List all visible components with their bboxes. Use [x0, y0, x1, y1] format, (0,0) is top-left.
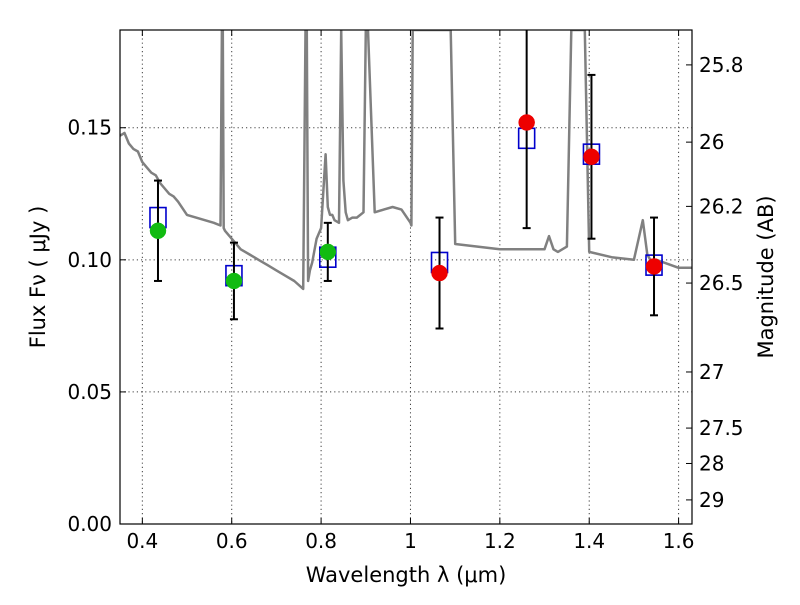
optical-flux-point — [225, 272, 243, 290]
mag-tick-label: 26 — [699, 130, 724, 154]
plot-area — [120, 30, 692, 330]
x-tick-label: 0.4 — [126, 529, 158, 553]
mag-tick-label: 26.5 — [699, 271, 744, 295]
nir-flux-point — [518, 114, 535, 131]
mag-tick-label: 27.5 — [699, 416, 744, 440]
optical-flux-point — [149, 222, 167, 240]
mag-tick-label: 28 — [699, 451, 724, 475]
grid — [120, 30, 692, 524]
y-tick-label: 0.00 — [67, 512, 112, 536]
y-tick-label: 0.05 — [67, 380, 112, 404]
x-tick-label: 1.4 — [573, 529, 605, 553]
axes: 0.4 0.6 0.8 1 1.2 1.4 1.6 0.00 0.05 0.10 0.15 25.8 2… — [67, 30, 744, 553]
x-tick-label: 0.6 — [216, 529, 248, 553]
y-tick-label: 0.10 — [67, 248, 112, 272]
mag-tick-label: 25.8 — [699, 53, 744, 77]
y-axis-title: Flux Fν ( μJy ) — [26, 206, 50, 349]
x-tick-label: 1.6 — [663, 529, 695, 553]
plot-frame — [119, 29, 693, 525]
mag-tick-label: 27 — [699, 360, 724, 384]
mag-tick-label: 29 — [699, 488, 724, 512]
x-axis-title: Wavelength λ (μm) — [306, 563, 507, 587]
nir-flux-point — [645, 258, 663, 275]
x-tick-label: 1.2 — [484, 529, 516, 553]
mag-tick-label: 26.2 — [699, 194, 744, 218]
nir-flux-point — [431, 264, 448, 282]
optical-flux-point — [319, 243, 337, 261]
y-tick-label: 0.15 — [67, 116, 112, 140]
template-sed-line — [120, 30, 692, 291]
nir-flux-point — [583, 148, 600, 166]
x-tick-label: 1 — [404, 529, 417, 553]
right-axis-title: Magnitude (AB) — [754, 195, 778, 358]
x-tick-label: 0.8 — [305, 529, 337, 553]
